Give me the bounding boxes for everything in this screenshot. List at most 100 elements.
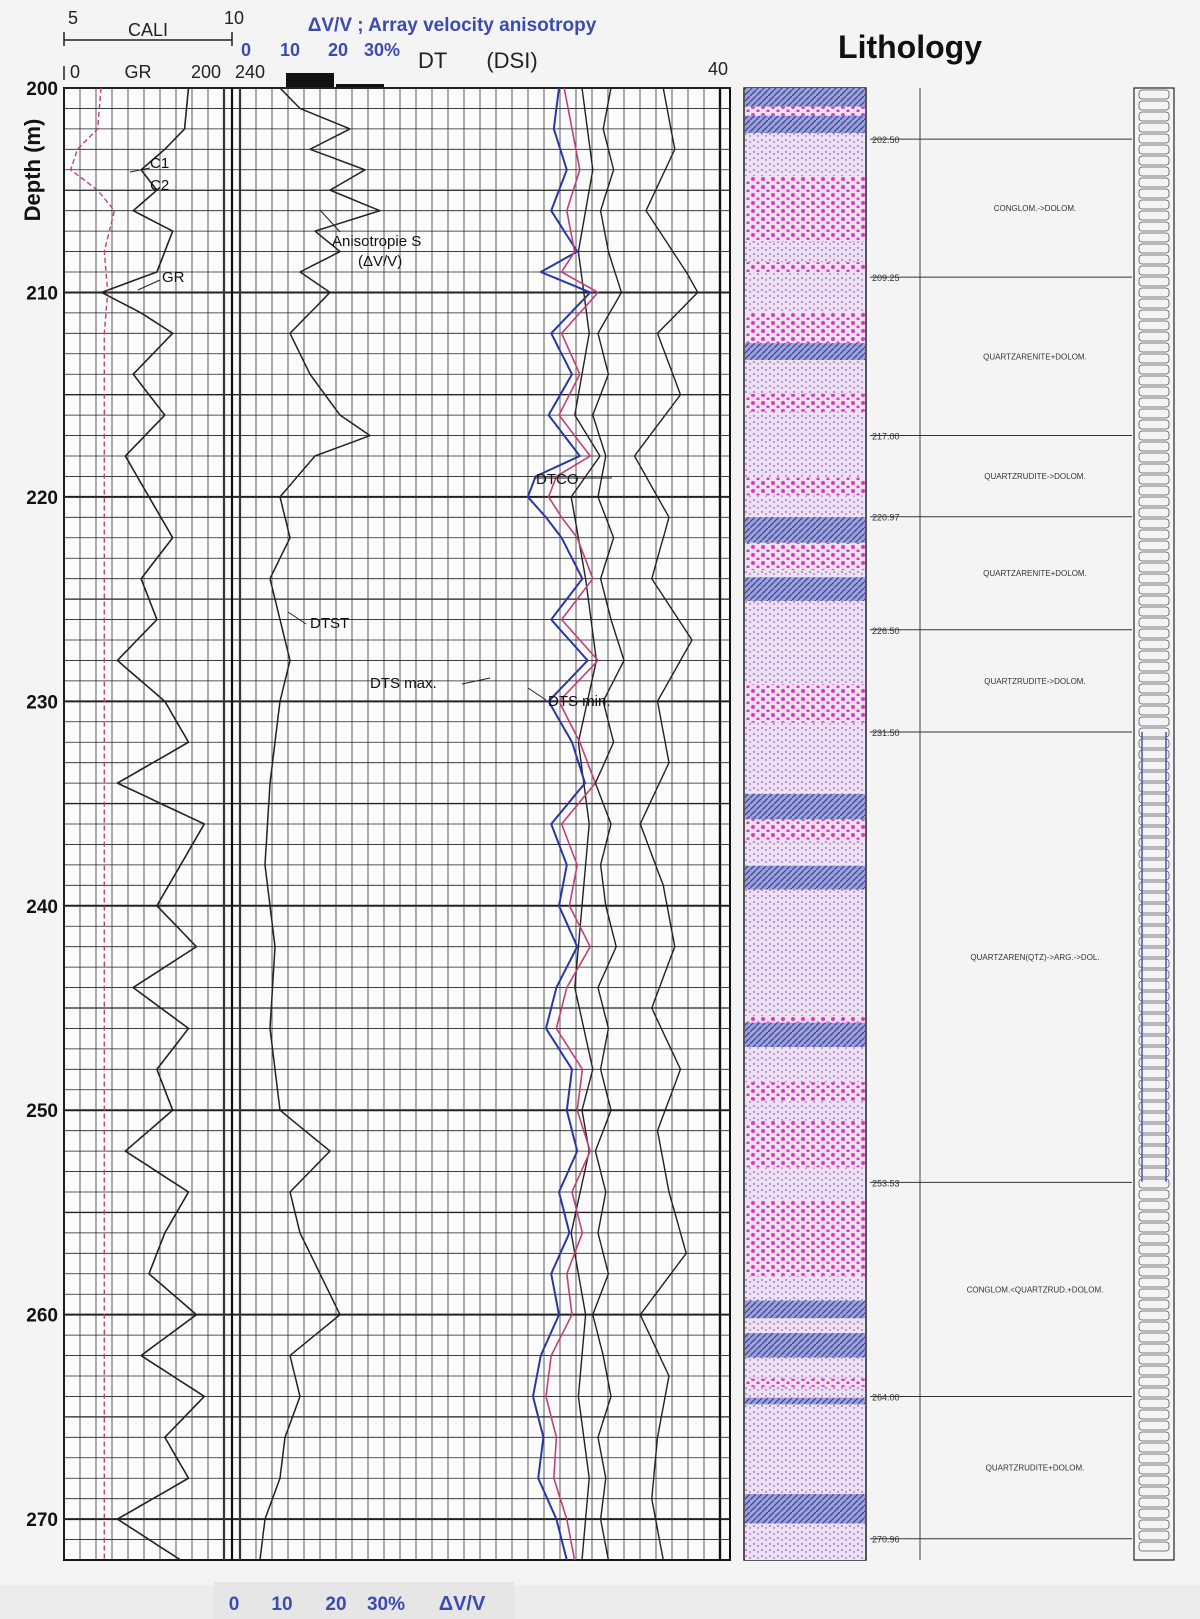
lithology-layer	[745, 1047, 865, 1071]
symbol-cell	[1138, 320, 1170, 331]
lithology-layer	[745, 986, 865, 1017]
symbol-cell	[1138, 694, 1170, 705]
depth-tick-label: 220	[26, 488, 58, 509]
lithology-unit-label: QUARTZRUDITE+DOLOM.	[986, 1464, 1085, 1473]
symbol-cell	[1138, 771, 1170, 782]
symbol-cell	[1138, 397, 1170, 408]
anisotropy-curve	[259, 87, 381, 1561]
symbol-cell	[1138, 188, 1170, 199]
symbol-cell	[1138, 1189, 1170, 1200]
symbol-cell	[1138, 606, 1170, 617]
dtst-curve	[570, 87, 601, 1561]
lithology-layer	[745, 1070, 865, 1083]
lithology-unit-label: CONGLOM.->DOLOM.	[994, 204, 1076, 213]
symbol-cell	[1138, 573, 1170, 584]
lithology-layer	[745, 411, 865, 432]
lithology-layer	[745, 1461, 865, 1471]
lithology-layer	[745, 1100, 865, 1121]
cali-scale-min: 5	[68, 8, 78, 28]
dts-min-curve	[545, 87, 599, 1561]
symbol-cell	[1138, 155, 1170, 166]
lithology-layer	[745, 1120, 865, 1149]
symbol-cell	[1138, 1387, 1170, 1398]
symbol-cell	[1138, 1046, 1170, 1057]
symbol-cell	[1138, 430, 1170, 441]
lithology-layer	[745, 1237, 865, 1260]
symbol-cell	[1138, 1398, 1170, 1409]
lithology-layer	[745, 793, 865, 820]
label-dts-max: DTS max.	[370, 675, 437, 692]
lithology-layer	[745, 631, 865, 650]
symbol-cell	[1138, 199, 1170, 210]
lithology-layer	[745, 1370, 865, 1379]
bottom-scale-unit: ΔV/V	[439, 1593, 486, 1615]
gr-scale-min: 0	[70, 62, 80, 82]
lithology-layer	[745, 88, 865, 107]
symbol-cell	[1138, 342, 1170, 353]
label-dvv: (ΔV/V)	[358, 253, 402, 270]
depth-axis-label: Depth (m)	[20, 119, 45, 222]
lithology-layer	[745, 1275, 865, 1295]
symbol-cell	[1138, 1321, 1170, 1332]
lithology-layer	[745, 600, 865, 632]
lithology-layer	[745, 1378, 865, 1387]
lithology-layer	[745, 684, 865, 698]
lithology-layer	[745, 1226, 865, 1238]
lithology-layer	[745, 1294, 865, 1301]
lithology-layer	[745, 431, 865, 442]
symbol-cell	[1138, 496, 1170, 507]
symbol-cell	[1138, 562, 1170, 573]
symbol-cell	[1138, 661, 1170, 672]
lithology-unit-label: QUARTZRUDITE->DOLOM.	[984, 677, 1085, 686]
symbol-cell	[1138, 1068, 1170, 1079]
symbol-cell	[1138, 1244, 1170, 1255]
symbol-cell	[1138, 1519, 1170, 1530]
curve-annotations: C1 C2 GR Anisotropie S (ΔV/V) DTCO DTST …	[129, 155, 612, 710]
lithology-layer	[745, 477, 865, 496]
gr-scale-max: 200	[191, 62, 221, 82]
symbol-cell	[1138, 683, 1170, 694]
symbol-cell	[1138, 760, 1170, 771]
lithology-layer	[745, 1397, 865, 1405]
symbol-cell	[1138, 1431, 1170, 1442]
gr-scale-label: GR	[125, 62, 152, 82]
symbol-cell	[1138, 265, 1170, 276]
symbol-cell	[1138, 837, 1170, 848]
symbol-cell	[1138, 386, 1170, 397]
dt-label: DT	[418, 48, 447, 73]
caliper-curve	[69, 87, 116, 1560]
lithology-layer	[745, 1523, 865, 1542]
symbol-cell	[1138, 1453, 1170, 1464]
depth-tick-label: 260	[26, 1306, 58, 1327]
lithology-layer	[745, 1188, 865, 1201]
chart-title: Lithology	[838, 29, 982, 65]
lithology-layer	[745, 1167, 865, 1181]
lithology-layer	[745, 1333, 865, 1358]
symbol-cell	[1138, 947, 1170, 958]
lithology-unit-label: QUARTZAREN(QTZ)->ARG.->DOL.	[970, 953, 1099, 962]
lithology-layer	[745, 1200, 865, 1227]
symbol-cell	[1138, 177, 1170, 188]
lithology-layer	[745, 977, 865, 987]
symbol-cell	[1138, 782, 1170, 793]
lithology-boundary-label: 264.00	[872, 1392, 900, 1402]
lithology-layer	[745, 839, 865, 855]
lithology-layer	[745, 763, 865, 794]
symbol-cell	[1138, 969, 1170, 980]
lithology-layer	[745, 141, 865, 163]
symbol-cell	[1138, 1299, 1170, 1310]
symbol-cell	[1138, 672, 1170, 683]
symbol-cell	[1138, 958, 1170, 969]
track2-top-mark: 240	[235, 62, 265, 82]
symbol-cell	[1138, 232, 1170, 243]
depth-grid	[63, 87, 731, 1561]
symbol-cell	[1138, 826, 1170, 837]
symbol-cell	[1138, 1530, 1170, 1541]
dts-max-curve	[526, 87, 592, 1561]
depth-tick-label: 230	[26, 692, 58, 713]
lithology-layer	[745, 930, 865, 939]
symbol-cell	[1138, 903, 1170, 914]
symbol-cell	[1138, 936, 1170, 947]
symbol-cell	[1138, 1486, 1170, 1497]
lithology-layer	[745, 1541, 865, 1560]
